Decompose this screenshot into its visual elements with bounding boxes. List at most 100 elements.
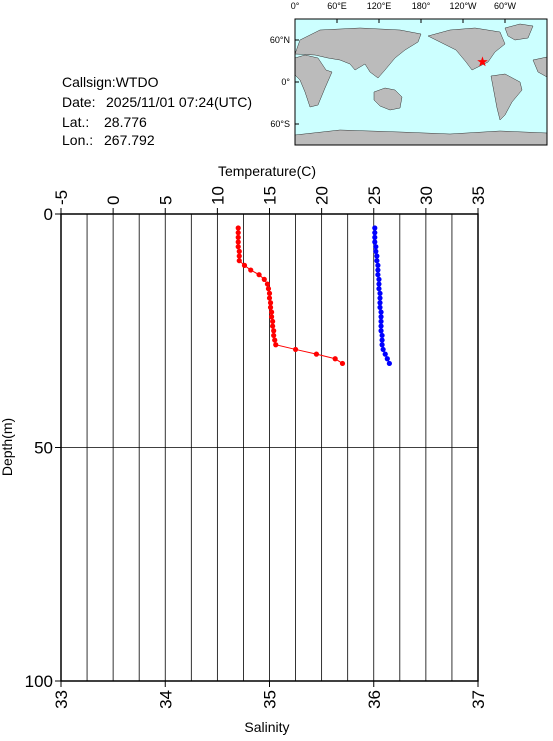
profile-point bbox=[376, 286, 382, 292]
profile-point bbox=[313, 351, 320, 357]
map-lon-label: 60°E bbox=[327, 1, 347, 11]
profile-point bbox=[372, 239, 378, 245]
lat-label: Lat.: bbox=[62, 114, 89, 130]
profile-point bbox=[268, 314, 275, 320]
profile-point bbox=[271, 332, 277, 339]
profile-point bbox=[241, 262, 248, 268]
profile-point bbox=[379, 342, 385, 348]
map-lon-label: 120°E bbox=[367, 1, 392, 11]
profile-point bbox=[265, 286, 272, 292]
profile-point bbox=[380, 346, 386, 353]
x2-tick-label: 34 bbox=[156, 690, 175, 709]
profile-point bbox=[378, 323, 384, 329]
profile-point bbox=[379, 332, 385, 339]
map-lon-label: 180° bbox=[412, 1, 431, 11]
profile-point bbox=[235, 225, 241, 231]
profile-point bbox=[372, 234, 378, 240]
profile-line bbox=[237, 228, 343, 364]
map-lat-label: 60°S bbox=[270, 119, 290, 129]
profile-point bbox=[235, 234, 241, 240]
x-tick-label: 5 bbox=[156, 196, 175, 205]
y-tick-label: 100 bbox=[25, 672, 53, 691]
profile-point bbox=[273, 342, 279, 348]
profile-point bbox=[235, 244, 241, 250]
profile-point bbox=[236, 248, 242, 254]
map-land bbox=[294, 23, 548, 146]
lon: 267.792 bbox=[104, 132, 155, 148]
x2-tick-label: 36 bbox=[365, 690, 384, 709]
x2-tick-label: 35 bbox=[261, 690, 280, 709]
callsign: Callsign:WTDO bbox=[62, 74, 159, 90]
profile-point bbox=[267, 300, 274, 306]
profile-point bbox=[377, 295, 383, 301]
profile-point bbox=[261, 276, 267, 282]
x2-tick-label: 37 bbox=[469, 690, 488, 709]
profile-point bbox=[384, 356, 390, 362]
profile-point bbox=[373, 244, 379, 250]
x-tick-label: 20 bbox=[313, 186, 332, 205]
lon-label: Lon.: bbox=[62, 132, 93, 148]
profile-point bbox=[235, 239, 241, 245]
profile-point bbox=[377, 290, 383, 296]
profile-point bbox=[375, 262, 381, 268]
x-tick-label: 15 bbox=[261, 186, 280, 205]
profile-point bbox=[267, 304, 274, 310]
map-lon-label: 0° bbox=[291, 1, 300, 11]
profile-point bbox=[270, 323, 276, 329]
profile-point bbox=[376, 281, 382, 287]
profile-point bbox=[248, 267, 254, 273]
profile-point bbox=[256, 272, 262, 278]
profile-point bbox=[375, 267, 381, 273]
profile-point bbox=[374, 258, 380, 264]
x-tick-label: 30 bbox=[417, 186, 436, 205]
profile-point bbox=[379, 337, 385, 343]
profile-point bbox=[374, 253, 380, 259]
x-tick-label: 0 bbox=[104, 196, 123, 205]
lat: 28.776 bbox=[104, 114, 147, 130]
profile-point bbox=[378, 314, 384, 320]
profile-point bbox=[376, 276, 382, 282]
profile-point bbox=[378, 309, 384, 315]
x2-tick-label: 33 bbox=[52, 690, 71, 709]
profile-point bbox=[332, 356, 338, 362]
map-lon-label: 120°W bbox=[449, 1, 477, 11]
profile-point bbox=[375, 272, 381, 278]
profile-point bbox=[378, 318, 384, 325]
x2-axis-label: Salinity bbox=[244, 719, 289, 735]
y-tick-label: 0 bbox=[44, 205, 53, 224]
profile-point bbox=[266, 295, 273, 301]
date-label: Date: bbox=[62, 94, 95, 110]
profile-point bbox=[386, 360, 392, 367]
profile-point bbox=[378, 328, 384, 334]
profile-point bbox=[268, 309, 275, 315]
profile-point bbox=[377, 304, 383, 310]
map: 0° 60°E 120°E 180° 120°W 60°W 60°N 0° 60°S bbox=[270, 1, 517, 129]
y-tick-label: 50 bbox=[34, 439, 53, 458]
profile-point bbox=[235, 230, 241, 236]
profile-point bbox=[373, 248, 379, 254]
x-tick-label: -5 bbox=[52, 190, 71, 205]
profile-point bbox=[377, 300, 383, 306]
profile-point bbox=[271, 328, 277, 334]
x-tick-label: 35 bbox=[469, 186, 488, 205]
map-lat-label: 60°N bbox=[270, 35, 290, 45]
date: 2025/11/01 07:24(UTC) bbox=[106, 94, 252, 110]
profile-point bbox=[270, 318, 276, 325]
profile-point bbox=[266, 290, 273, 296]
profile-point bbox=[236, 258, 242, 264]
map-lat-label: 0° bbox=[281, 77, 290, 87]
profile-point bbox=[236, 253, 242, 259]
x-axis-label: Temperature(C) bbox=[218, 163, 316, 179]
profile-point bbox=[372, 230, 378, 236]
x-tick-label: 25 bbox=[365, 186, 384, 205]
profile-point bbox=[339, 360, 346, 367]
profile-point bbox=[272, 337, 278, 343]
profile-point bbox=[372, 225, 378, 231]
station-marker bbox=[477, 56, 488, 67]
profile-point bbox=[264, 281, 271, 287]
profile-point bbox=[382, 351, 388, 357]
y-axis-label: Depth(m) bbox=[0, 418, 15, 476]
x-tick-label: 10 bbox=[208, 186, 227, 205]
